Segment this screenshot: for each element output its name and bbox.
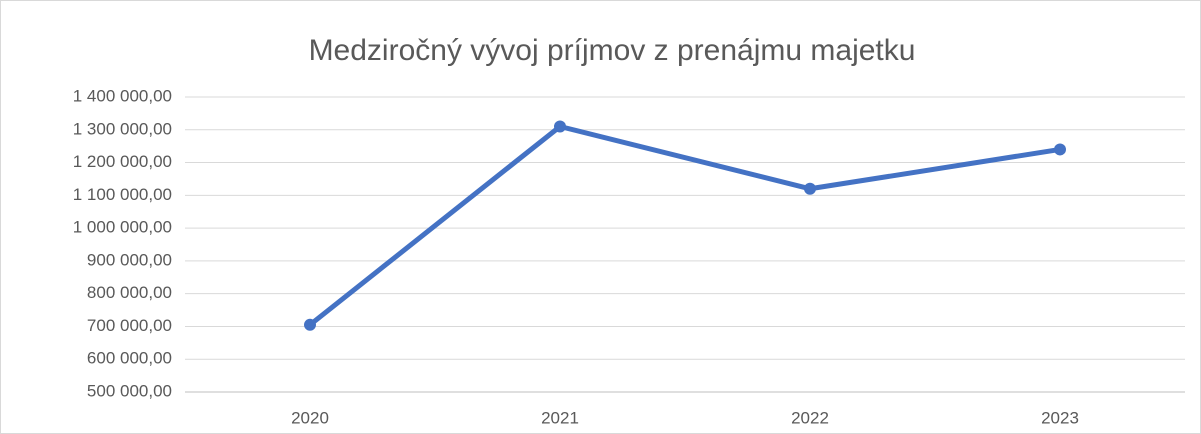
- y-tick-label: 500 000,00: [87, 381, 172, 400]
- point: [554, 120, 566, 133]
- y-tick-label: 1 300 000,00: [73, 119, 172, 138]
- y-tick-label: 1 200 000,00: [73, 152, 172, 171]
- x-tick-label: 2020: [291, 408, 329, 427]
- x-tick-label: 2022: [791, 408, 829, 427]
- line: [307, 124, 1063, 328]
- y-tick-label: 600 000,00: [87, 349, 172, 368]
- point: [804, 182, 816, 195]
- y-tick-label: 800 000,00: [87, 283, 172, 302]
- point: [304, 318, 316, 331]
- y-tick-label: 1 100 000,00: [73, 185, 172, 204]
- x-tick-label: 2021: [541, 408, 579, 427]
- y-tick-label: 900 000,00: [87, 250, 172, 269]
- point: [1054, 143, 1066, 156]
- y-tick-label: 700 000,00: [87, 316, 172, 335]
- x-tick-label: 2023: [1041, 408, 1079, 427]
- y-tick-label: 1 000 000,00: [73, 218, 172, 237]
- chart-title: Medziročný vývoj príjmov z prenájmu maje…: [309, 34, 916, 67]
- y-tick-label: 1 400 000,00: [73, 86, 172, 105]
